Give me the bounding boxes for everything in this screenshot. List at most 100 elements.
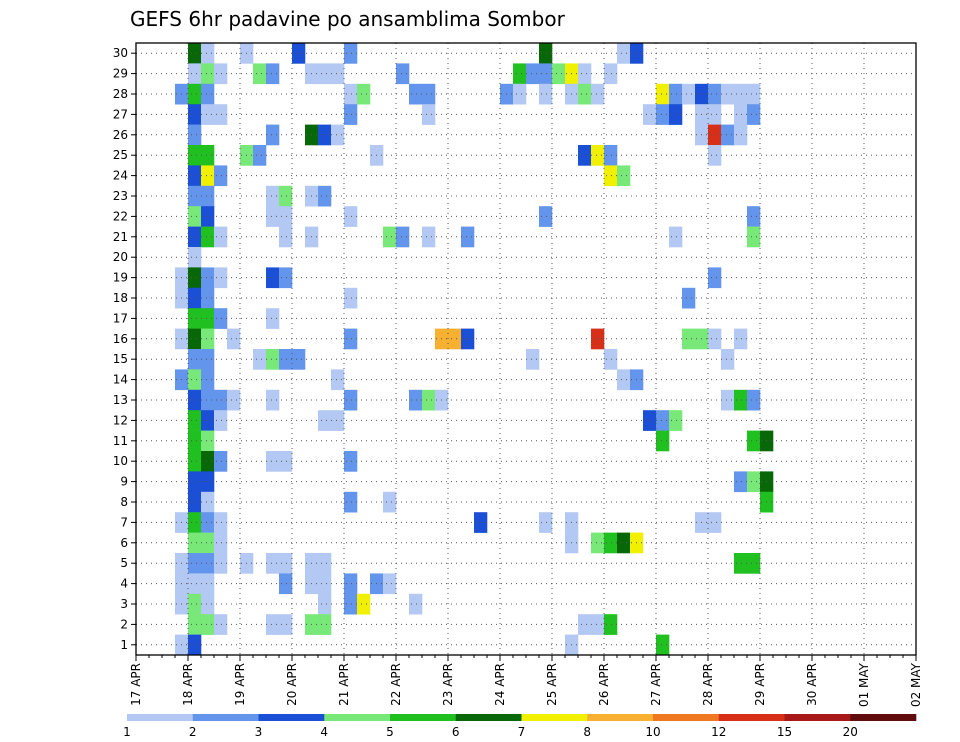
heatmap-cell: [188, 104, 202, 125]
heatmap-cell: [266, 185, 280, 207]
heatmap-cell: [188, 43, 202, 64]
heatmap-cell: [357, 593, 371, 615]
y-tick-label: 8: [120, 495, 128, 509]
heatmap-cell: [643, 410, 657, 431]
heatmap-cell: [734, 553, 748, 574]
heatmap-cell: [682, 328, 696, 350]
heatmap-cell: [578, 614, 592, 635]
heatmap-cell: [422, 104, 436, 125]
heatmap-cell: [201, 532, 215, 554]
heatmap-cell: [318, 185, 332, 207]
y-tick-label: 19: [113, 271, 128, 285]
heatmap-cell: [188, 247, 202, 268]
y-tick-label: 15: [113, 352, 128, 366]
heatmap-cell: [344, 593, 358, 615]
heatmap-cell: [201, 185, 215, 207]
heatmap-cell: [604, 145, 618, 166]
heatmap-cell: [734, 328, 748, 350]
heatmap-cell: [422, 389, 436, 411]
x-tick-label: 02 MAY: [909, 662, 923, 707]
heatmap-cell: [214, 165, 228, 187]
colorbar-swatch: [587, 714, 654, 721]
y-tick-label: 23: [113, 189, 128, 203]
heatmap-cell: [266, 206, 280, 227]
heatmap-cell: [396, 226, 410, 248]
heatmap-cell: [318, 410, 332, 431]
heatmap-cell: [357, 83, 371, 105]
heatmap-cell: [188, 349, 202, 370]
heatmap-cell: [279, 451, 293, 472]
heatmap-cell: [214, 553, 228, 574]
heatmap-cell: [266, 267, 280, 289]
heatmap-cell: [292, 43, 306, 64]
heatmap-cell: [188, 471, 202, 493]
heatmap-cell: [539, 83, 553, 105]
heatmap-cell: [344, 83, 358, 105]
heatmap-cell: [188, 553, 202, 574]
heatmap-cell: [201, 328, 215, 350]
heatmap-cell: [188, 267, 202, 289]
heatmap-cell: [708, 104, 722, 125]
y-tick-label: 22: [113, 209, 128, 223]
heatmap-cell: [344, 491, 358, 513]
heatmap-cell: [669, 83, 683, 105]
heatmap-cell: [266, 349, 280, 370]
y-tick-label: 26: [113, 128, 128, 142]
heatmap-cell: [188, 165, 202, 187]
heatmap-cell: [747, 83, 761, 105]
heatmap-cell: [682, 287, 696, 309]
heatmap-cell: [214, 104, 228, 125]
x-tick-label: 17 APR: [129, 663, 143, 706]
heatmap-cell: [188, 63, 202, 85]
colorbar-label: 20: [843, 725, 858, 739]
colorbar-swatch: [653, 714, 720, 721]
heatmap-cell: [617, 532, 631, 554]
heatmap-cell: [409, 83, 423, 105]
y-tick-label: 25: [113, 148, 128, 162]
x-tick-label: 18 APR: [181, 663, 195, 706]
heatmap-cell: [201, 308, 215, 329]
heatmap-cell: [318, 63, 332, 85]
y-tick-label: 4: [120, 577, 128, 591]
x-tick-label: 30 APR: [805, 663, 819, 706]
heatmap-cell: [383, 226, 397, 248]
heatmap-cell: [747, 553, 761, 574]
y-tick-label: 20: [113, 250, 128, 264]
heatmap-cell: [188, 451, 202, 472]
heatmap-cell: [201, 267, 215, 289]
colorbar-swatch: [324, 714, 391, 721]
colorbar-label: 2: [189, 725, 197, 739]
heatmap-cell: [526, 63, 540, 85]
heatmap-cell: [266, 308, 280, 329]
heatmap-cell: [708, 512, 722, 533]
colorbar-label: 10: [645, 725, 660, 739]
heatmap-cell: [734, 471, 748, 493]
heatmap-cell: [747, 206, 761, 227]
heatmap-cell: [188, 328, 202, 350]
heatmap-cell: [253, 349, 267, 370]
x-tick-label: 20 APR: [285, 663, 299, 706]
heatmap-cell: [513, 63, 527, 85]
heatmap-cell: [201, 593, 215, 615]
heatmap-cell: [188, 634, 202, 656]
heatmap-cell: [669, 226, 683, 248]
heatmap-cell: [201, 471, 215, 493]
y-tick-label: 13: [113, 393, 128, 407]
heatmap-cell: [214, 512, 228, 533]
heatmap-cell: [513, 83, 527, 105]
heatmap-cell: [214, 63, 228, 85]
colorbar-swatch: [784, 714, 851, 721]
colorbar-swatch: [521, 714, 588, 721]
heatmap-cell: [266, 451, 280, 472]
heatmap-cell: [734, 83, 748, 105]
heatmap-cell: [201, 451, 215, 472]
y-tick-label: 5: [120, 556, 128, 570]
heatmap-cell: [279, 614, 293, 635]
y-tick-label: 3: [120, 597, 128, 611]
heatmap-cell: [643, 104, 657, 125]
y-tick-label: 28: [113, 87, 128, 101]
heatmap-cell: [214, 267, 228, 289]
heatmap-cell: [188, 389, 202, 411]
heatmap-cell: [201, 369, 215, 391]
heatmap-cell: [188, 226, 202, 248]
